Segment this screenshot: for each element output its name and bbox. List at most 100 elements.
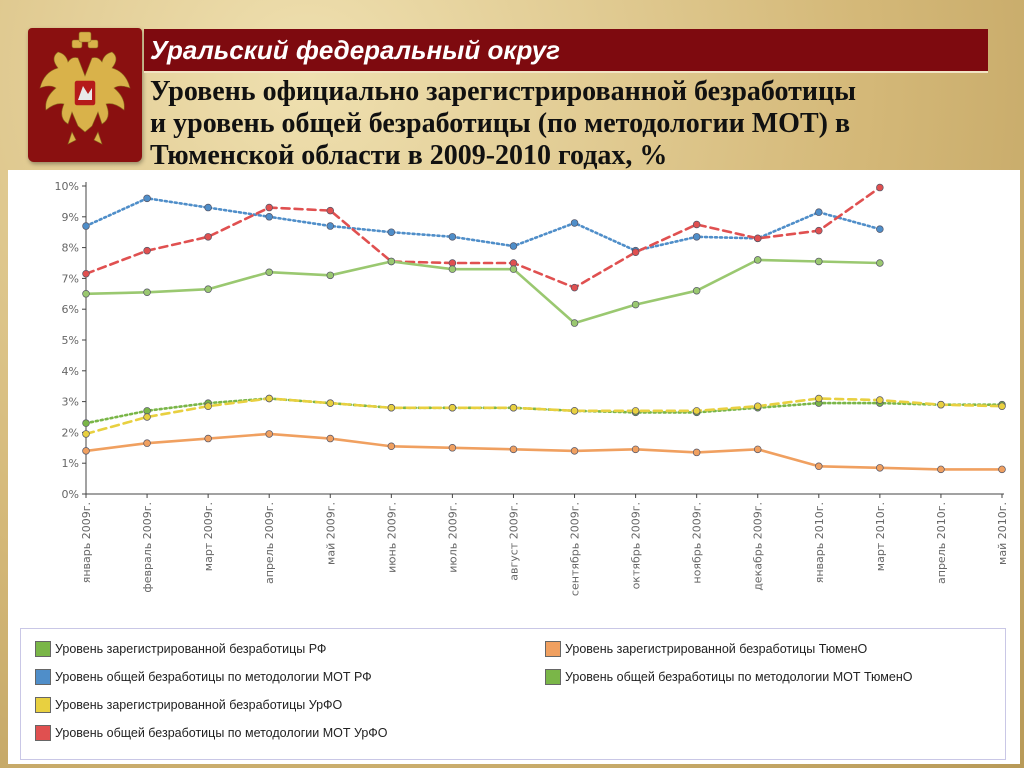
data-point xyxy=(876,183,884,192)
data-point xyxy=(387,404,396,412)
data-point xyxy=(509,259,518,267)
legend-label: Уровень общей безработицы по методологии… xyxy=(565,670,913,684)
data-point xyxy=(570,219,579,227)
data-point xyxy=(815,394,823,403)
data-point xyxy=(753,402,762,410)
data-point xyxy=(876,464,884,472)
data-point xyxy=(387,442,396,451)
data-point xyxy=(204,285,212,293)
x-tick-label: апрель 2009г. xyxy=(263,502,276,584)
data-point xyxy=(570,319,579,327)
y-tick-label: 7% xyxy=(62,272,79,285)
data-point xyxy=(509,242,518,250)
y-tick-label: 4% xyxy=(62,365,79,378)
slide-title-line: Тюменской области в 2009-2010 годах, % xyxy=(150,140,668,171)
data-point xyxy=(570,447,579,455)
y-tick-label: 2% xyxy=(62,426,79,439)
y-tick-label: 9% xyxy=(62,211,79,224)
data-point xyxy=(876,259,884,267)
data-point xyxy=(448,444,457,452)
data-point xyxy=(448,259,457,267)
y-tick-label: 0% xyxy=(62,488,79,501)
data-point xyxy=(143,246,151,255)
x-tick-label: ноябрь 2009г. xyxy=(691,502,704,584)
data-point xyxy=(631,248,640,256)
legend-item: Уровень общей безработицы по методологии… xyxy=(35,667,372,687)
legend-swatch xyxy=(35,669,51,685)
legend-item: Уровень зарегистрированной безработицы Т… xyxy=(545,639,867,659)
data-point xyxy=(876,225,884,233)
x-tick-label: сентябрь 2009г. xyxy=(569,502,582,596)
double-headed-eagle-icon xyxy=(39,31,131,145)
series-line xyxy=(84,258,882,325)
data-point xyxy=(82,270,90,278)
legend-label: Уровень общей безработицы по методологии… xyxy=(55,726,388,740)
line-chart: 0% 1% 2% 3% 4% 5% 6% 7% 8% 9% 10% январь 2009г. февр… xyxy=(55,180,1009,596)
data-point xyxy=(143,413,151,421)
data-point xyxy=(204,434,212,443)
region-title: Уральский федеральный округ xyxy=(150,35,561,65)
data-point xyxy=(815,257,823,266)
series-line xyxy=(84,432,1004,471)
x-tick-label: август 2009г. xyxy=(507,502,520,581)
data-point xyxy=(143,194,151,203)
region-banner: Уральский федеральный округ xyxy=(144,29,988,73)
legend-swatch xyxy=(35,641,51,657)
data-point xyxy=(815,462,823,471)
data-point xyxy=(692,448,701,457)
series-line xyxy=(84,186,882,289)
data-point xyxy=(82,430,90,438)
legend-swatch xyxy=(545,669,561,685)
data-point xyxy=(326,271,335,280)
data-point xyxy=(143,407,151,415)
y-tick-label: 8% xyxy=(62,242,79,255)
data-point xyxy=(937,400,945,409)
legend-item: Уровень зарегистрированной безработицы Р… xyxy=(35,639,326,659)
data-point xyxy=(876,396,884,404)
data-point xyxy=(753,445,762,454)
data-point xyxy=(265,394,273,403)
chart-legend: Уровень зарегистрированной безработицы Р… xyxy=(20,628,1006,760)
data-point xyxy=(448,404,457,412)
data-point xyxy=(326,222,335,230)
data-point xyxy=(937,465,945,474)
legend-label: Уровень общей безработицы по методологии… xyxy=(55,670,372,684)
x-tick-label: июль 2009г. xyxy=(446,502,459,573)
data-point xyxy=(998,402,1006,410)
data-point xyxy=(753,256,762,264)
data-point xyxy=(692,233,701,241)
series-line xyxy=(84,397,1004,425)
chart-panel: 0% 1% 2% 3% 4% 5% 6% 7% 8% 9% 10% январь 2009г. февр… xyxy=(8,170,1020,764)
legend-item: Уровень зарегистрированной безработицы У… xyxy=(35,695,342,715)
y-tick-label: 6% xyxy=(62,303,79,316)
data-point xyxy=(509,404,518,412)
data-point xyxy=(265,430,273,438)
x-tick-label: январь 2009г. xyxy=(80,502,93,583)
data-point xyxy=(326,206,335,215)
x-tick-label: октябрь 2009г. xyxy=(630,502,643,589)
data-point xyxy=(82,419,90,427)
data-point xyxy=(265,268,273,276)
x-tick-label: май 2009г. xyxy=(324,502,337,565)
legend-label: Уровень зарегистрированной безработицы Т… xyxy=(565,642,868,656)
x-tick-label: январь 2010г. xyxy=(813,502,826,583)
data-point xyxy=(998,465,1006,474)
data-point xyxy=(631,445,640,454)
data-point xyxy=(631,300,640,309)
x-tick-label: март 2009г. xyxy=(202,502,215,571)
data-point xyxy=(509,445,518,454)
slide-title-line: и уровень общей безработицы (по методоло… xyxy=(150,108,851,139)
data-point xyxy=(143,288,151,297)
legend-item: Уровень общей безработицы по методологии… xyxy=(35,723,388,743)
data-point xyxy=(326,434,335,443)
data-point xyxy=(82,447,90,455)
data-point xyxy=(204,233,212,241)
data-point xyxy=(692,286,701,295)
legend-label: Уровень зарегистрированной безработицы У… xyxy=(55,698,343,712)
legend-swatch xyxy=(35,725,51,741)
x-tick-label: декабрь 2009г. xyxy=(752,502,765,591)
slide-title-line: Уровень официально зарегистрированной бе… xyxy=(150,76,857,107)
data-point xyxy=(326,399,335,407)
data-point xyxy=(692,220,701,229)
data-point xyxy=(570,283,579,292)
